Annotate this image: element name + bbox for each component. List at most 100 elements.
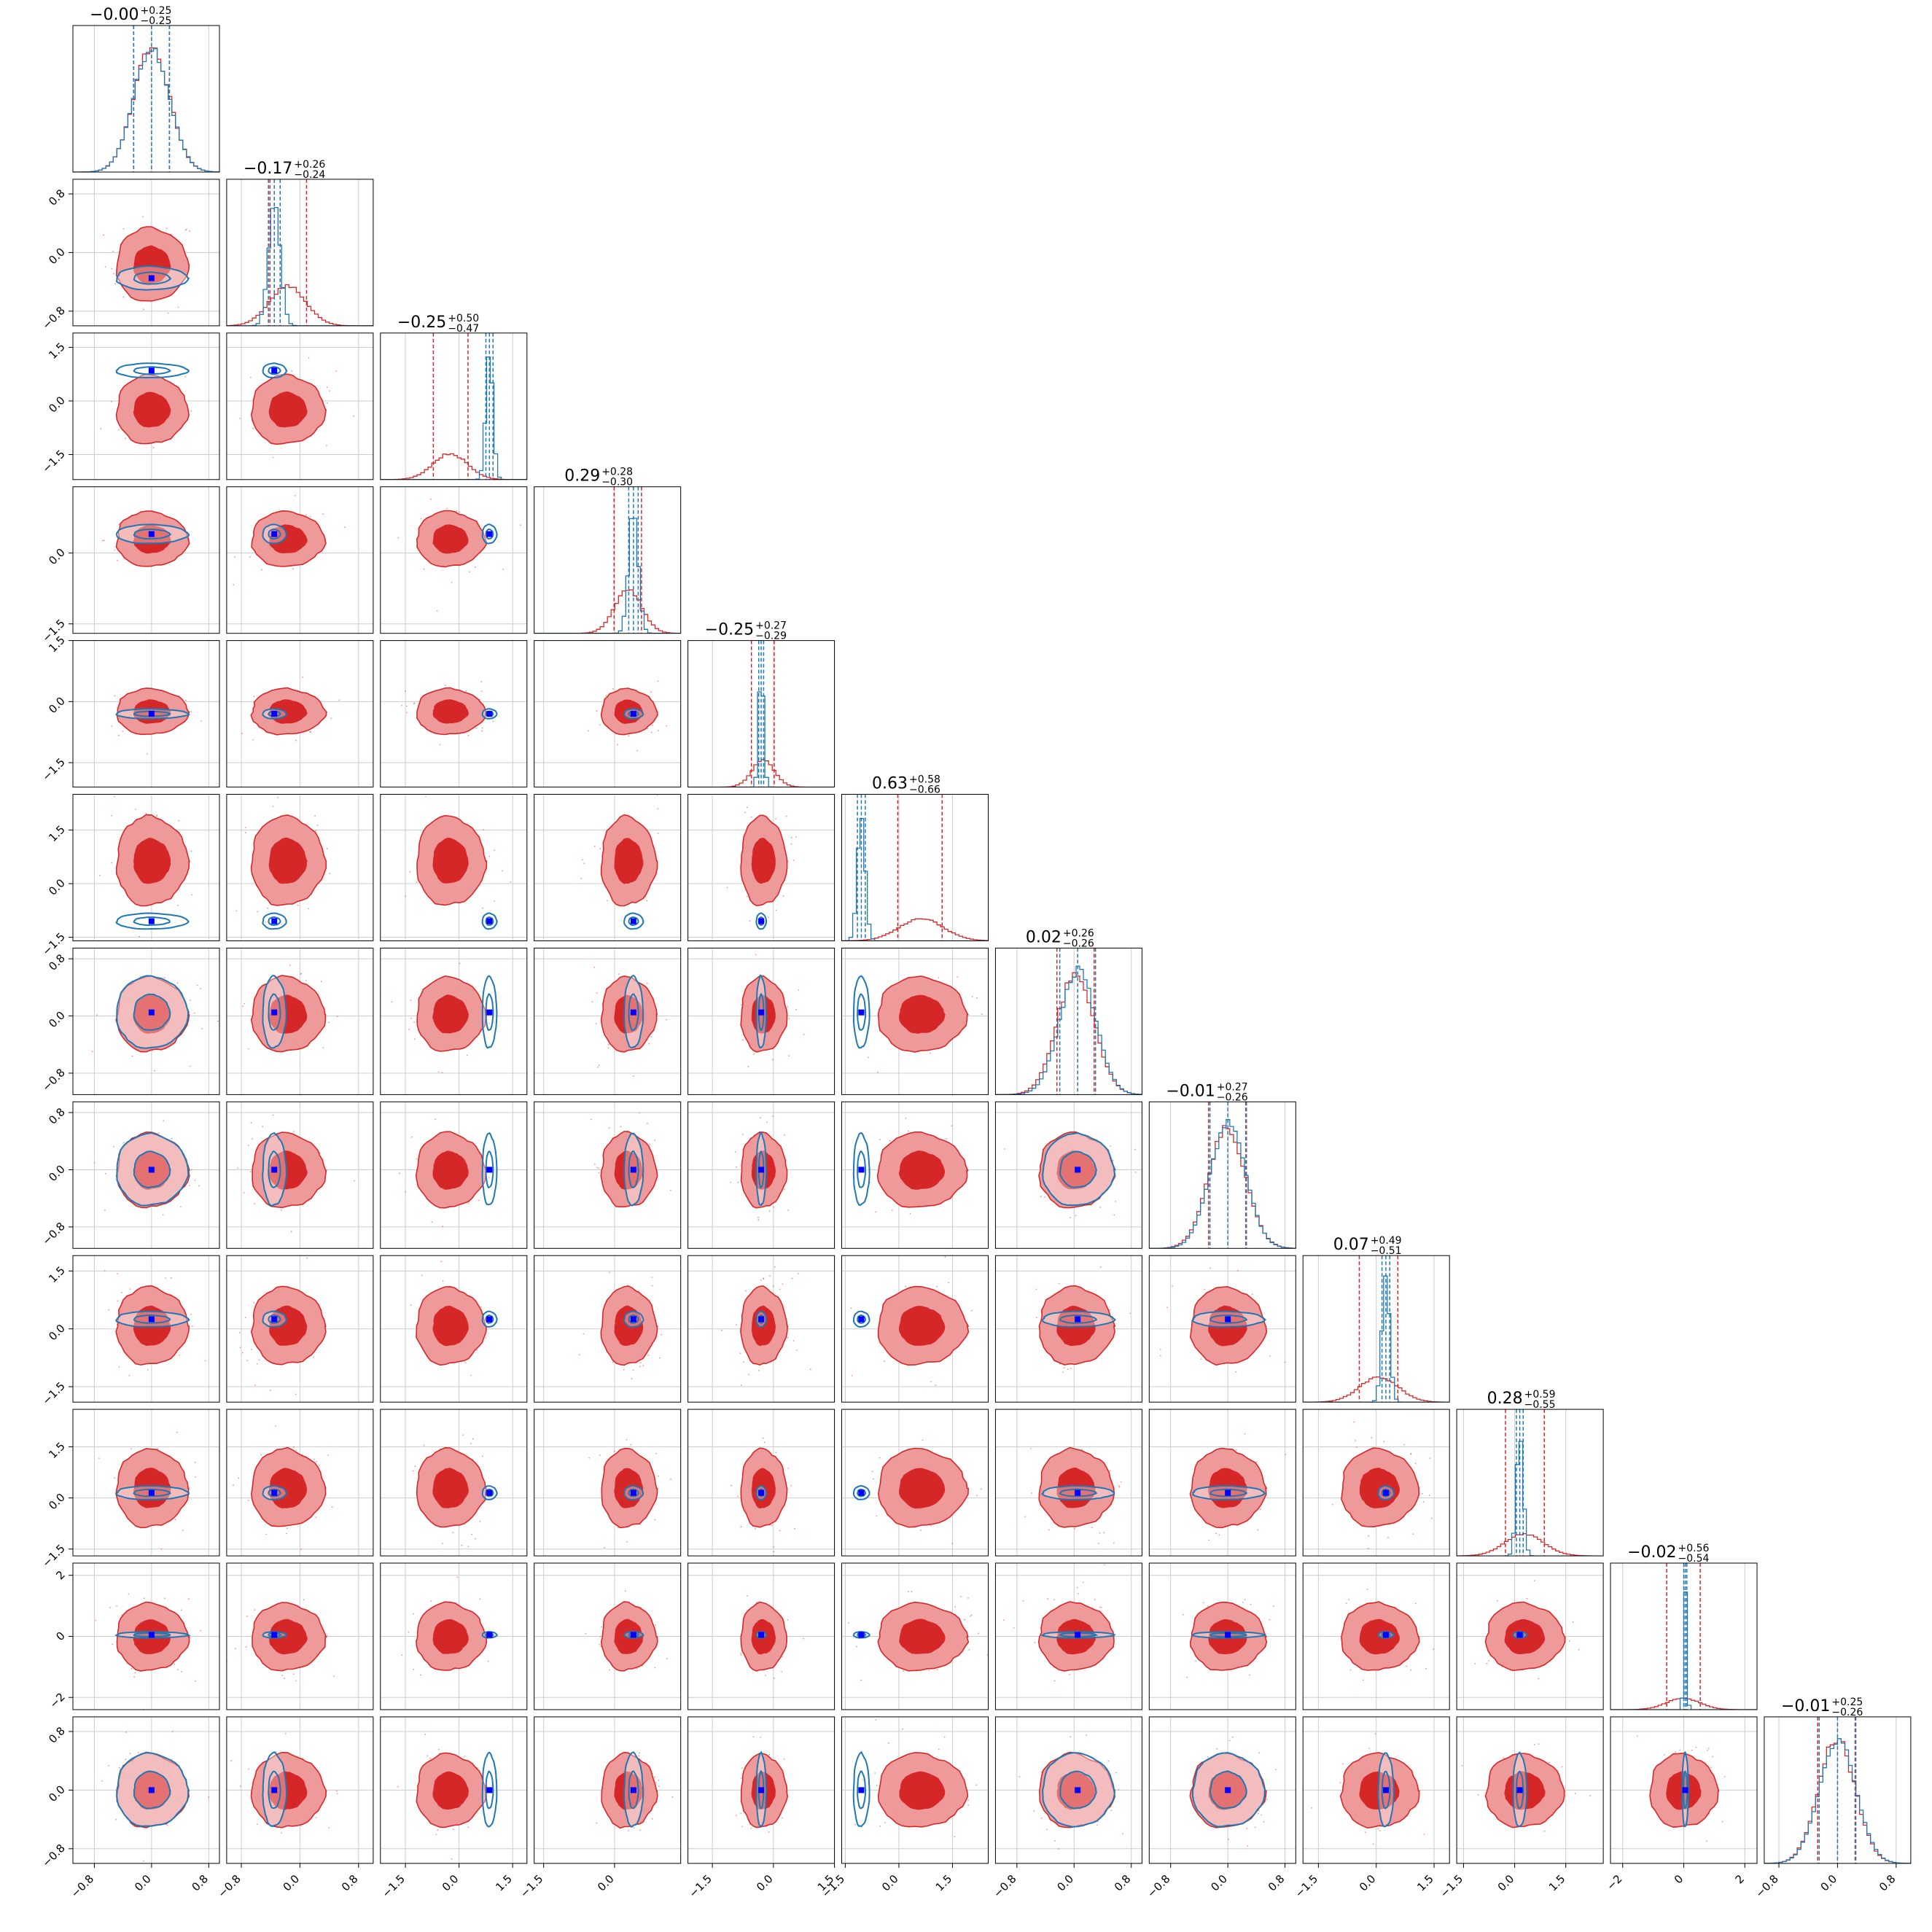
histogram-title-minus: −0.25 [141, 15, 172, 27]
scatter-point [1533, 1580, 1535, 1582]
histogram-title-median: −0.02 [1627, 1543, 1676, 1562]
red-contour-inner [432, 699, 469, 724]
panel-frame [841, 947, 989, 1095]
scatter-point [1040, 1818, 1043, 1819]
scatter-point [649, 1144, 651, 1145]
scatter-point [747, 895, 748, 897]
truth-marker [148, 1009, 155, 1016]
scatter-point [157, 1448, 159, 1449]
scatter-point [636, 1667, 638, 1670]
scatter-point [784, 1188, 785, 1191]
scatter-point [1636, 1735, 1638, 1737]
scatter-point [1047, 1598, 1049, 1600]
panel-marks [735, 1736, 789, 1833]
scatter-point [141, 480, 142, 482]
panel-marks [585, 1590, 668, 1672]
scatter-point [790, 836, 792, 838]
scatter-point [1058, 1848, 1059, 1850]
scatter-point [976, 1495, 978, 1497]
scatter-point [773, 1546, 775, 1548]
scatter-point [406, 712, 408, 714]
scatter-point [254, 1384, 256, 1387]
scatter-point [848, 1622, 849, 1624]
histogram-title-median: −0.25 [705, 621, 754, 639]
truth-marker [758, 1316, 765, 1323]
panel-marks [726, 806, 797, 930]
scatter-point [1367, 1548, 1369, 1550]
blue-histogram [1303, 1275, 1450, 1403]
histogram-title-median: 0.63 [872, 775, 908, 793]
histogram-title-plus: +0.25 [1831, 1697, 1863, 1708]
scatter-point [250, 376, 252, 378]
scatter-point [118, 523, 120, 525]
scatter-point [261, 569, 262, 571]
scatter-point [888, 1742, 889, 1744]
blue-contour-inner [857, 1150, 866, 1188]
scatter-point [737, 1495, 739, 1497]
blue-contour-inner [268, 366, 282, 375]
scatter-point [639, 1752, 640, 1754]
scatter-point [1033, 1810, 1035, 1812]
scatter-point [480, 690, 483, 693]
blue-contour-inner [268, 1314, 282, 1324]
histogram-panel-9-9: 0.28 +0.59−0.55 [1456, 1389, 1604, 1557]
truth-marker [486, 711, 493, 717]
scatter-point [628, 1830, 629, 1832]
scatter-point [1406, 1665, 1408, 1667]
histogram-panel-7-7: −0.01 +0.27−0.26 [1148, 1081, 1296, 1249]
panel-frame [688, 1562, 835, 1710]
blue-contour-inner [628, 1770, 639, 1810]
scatter-point [134, 1672, 136, 1674]
scatter-point [125, 1732, 127, 1733]
x-tick-label: 1.5 [933, 1872, 955, 1894]
histogram-panel-1-1: −0.17 +0.26−0.24 [226, 159, 374, 327]
scatter-point [292, 568, 294, 570]
histogram-title-minus: −0.55 [1524, 1399, 1556, 1411]
scatter-point [354, 1180, 356, 1182]
scatter-point [410, 1304, 412, 1306]
scatter-panel-4-3 [534, 640, 682, 788]
y-tick-label: 1.5 [46, 340, 68, 362]
scatter-point [171, 1137, 173, 1140]
scatter-point [272, 456, 274, 459]
panel-frame [380, 1562, 528, 1710]
scatter-point [99, 875, 101, 876]
truth-marker [858, 1489, 865, 1496]
scatter-point [295, 1680, 297, 1682]
scatter-point [459, 962, 461, 965]
scatter-point [593, 966, 596, 968]
scatter-point [135, 809, 136, 811]
scatter-point [775, 909, 777, 911]
panel-background [841, 794, 989, 941]
scatter-point [281, 1675, 284, 1676]
scatter-point [114, 695, 116, 697]
scatter-point [1526, 1597, 1528, 1600]
scatter-point [293, 1673, 295, 1675]
scatter-point [176, 1431, 178, 1433]
scatter-point [758, 1369, 760, 1371]
panel-frame [994, 1409, 1142, 1557]
panel-marks [1610, 1563, 1757, 1710]
panel-marks [721, 1266, 811, 1386]
scatter-point [1118, 1485, 1120, 1487]
scatter-point [248, 1500, 249, 1501]
truth-marker [858, 1787, 865, 1793]
truth-marker [630, 1009, 636, 1016]
x-tick-label: 0 [1672, 1872, 1686, 1886]
scatter-point [182, 1530, 184, 1532]
panel-frame [534, 1716, 682, 1864]
histogram-title-plus: +0.27 [1217, 1081, 1248, 1093]
scatter-point [740, 1526, 742, 1528]
scatter-point [256, 1363, 258, 1365]
y-tick-label: 0.0 [46, 1163, 68, 1185]
red-contour-inner [614, 838, 644, 884]
scatter-panel-11-4: −1.5 0.0 1.5 [686, 1716, 836, 1900]
scatter-point [936, 1669, 938, 1671]
histogram-title-minus: −0.54 [1678, 1553, 1710, 1565]
scatter-point [1172, 1285, 1174, 1287]
scatter-point [970, 1310, 973, 1312]
scatter-point [327, 1635, 328, 1637]
scatter-point [652, 724, 653, 726]
panel-frame [226, 1255, 374, 1403]
panel-marks [73, 26, 219, 172]
